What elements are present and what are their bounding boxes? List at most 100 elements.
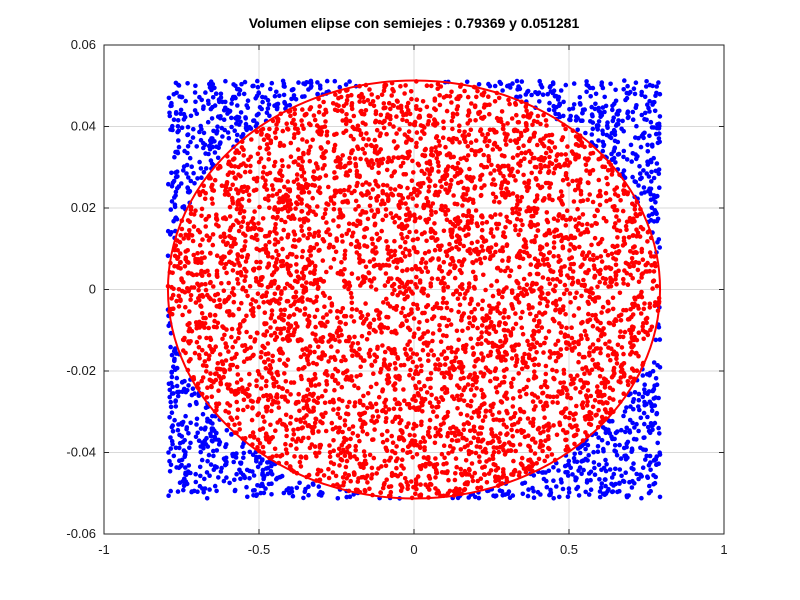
point-inside (442, 362, 448, 367)
point-inside (391, 406, 397, 412)
point-outside (177, 458, 182, 464)
point-inside (639, 275, 644, 280)
point-outside (259, 82, 265, 88)
point-inside (325, 373, 330, 378)
point-inside (441, 443, 447, 449)
point-inside (247, 371, 252, 377)
point-inside (211, 188, 217, 193)
point-outside (636, 183, 641, 188)
point-inside (335, 411, 341, 417)
point-inside (353, 207, 358, 212)
point-inside (535, 228, 541, 233)
point-outside (649, 169, 654, 175)
point-outside (166, 493, 171, 499)
point-outside (181, 164, 187, 169)
point-inside (429, 83, 434, 89)
point-inside (285, 357, 291, 363)
point-outside (580, 111, 585, 116)
point-outside (520, 491, 526, 497)
point-inside (528, 262, 534, 267)
point-outside (212, 150, 218, 155)
point-outside (604, 132, 610, 138)
point-outside (476, 82, 482, 87)
point-inside (571, 261, 577, 267)
point-inside (418, 136, 423, 141)
point-inside (628, 375, 633, 380)
point-inside (529, 170, 534, 176)
point-inside (331, 354, 337, 360)
point-inside (278, 307, 284, 313)
point-inside (203, 217, 208, 222)
point-inside (269, 308, 275, 313)
point-outside (183, 465, 188, 470)
point-inside (208, 337, 214, 343)
point-inside (230, 344, 235, 350)
point-inside (567, 423, 573, 428)
point-inside (628, 352, 633, 357)
point-inside (355, 123, 361, 129)
point-inside (531, 416, 536, 422)
point-outside (575, 484, 581, 490)
point-inside (493, 474, 498, 479)
point-inside (607, 339, 612, 344)
point-inside (384, 477, 390, 483)
point-outside (582, 107, 587, 112)
point-inside (363, 108, 369, 113)
point-inside (227, 250, 232, 256)
point-inside (497, 248, 503, 253)
point-outside (554, 104, 559, 110)
point-outside (610, 436, 615, 442)
point-outside (291, 95, 297, 101)
point-inside (449, 177, 454, 183)
point-outside (185, 185, 191, 191)
point-inside (596, 337, 601, 343)
point-outside (203, 90, 208, 95)
point-outside (643, 457, 648, 462)
point-inside (437, 323, 442, 328)
point-inside (528, 224, 534, 230)
point-outside (172, 367, 178, 373)
point-inside (229, 334, 234, 340)
point-outside (560, 486, 566, 492)
point-outside (302, 489, 308, 495)
point-inside (185, 286, 190, 291)
point-outside (201, 169, 207, 175)
point-inside (320, 414, 326, 420)
point-inside (535, 142, 540, 148)
point-inside (327, 454, 333, 460)
point-inside (269, 183, 275, 188)
point-inside (389, 470, 395, 476)
point-inside (306, 190, 312, 195)
point-inside (479, 185, 484, 191)
point-inside (473, 152, 478, 158)
point-inside (254, 378, 259, 383)
point-inside (460, 328, 465, 334)
point-inside (465, 121, 471, 126)
point-inside (628, 307, 633, 312)
point-inside (387, 121, 393, 127)
point-inside (449, 229, 455, 234)
point-inside (371, 371, 376, 377)
point-outside (589, 132, 595, 137)
point-inside (424, 318, 430, 324)
point-inside (589, 223, 594, 228)
point-outside (650, 423, 655, 428)
point-inside (223, 188, 228, 193)
point-outside (631, 461, 636, 466)
point-inside (397, 420, 403, 426)
point-outside (188, 440, 193, 446)
point-outside (216, 442, 222, 447)
point-inside (468, 336, 474, 342)
point-inside (288, 113, 293, 119)
point-outside (657, 494, 663, 500)
point-inside (554, 153, 560, 159)
point-inside (270, 375, 276, 381)
point-outside (602, 94, 607, 100)
point-inside (453, 264, 458, 269)
point-inside (276, 405, 282, 410)
point-inside (282, 219, 288, 225)
point-inside (432, 247, 438, 253)
point-outside (282, 100, 288, 106)
point-outside (568, 113, 573, 119)
point-inside (439, 470, 445, 475)
